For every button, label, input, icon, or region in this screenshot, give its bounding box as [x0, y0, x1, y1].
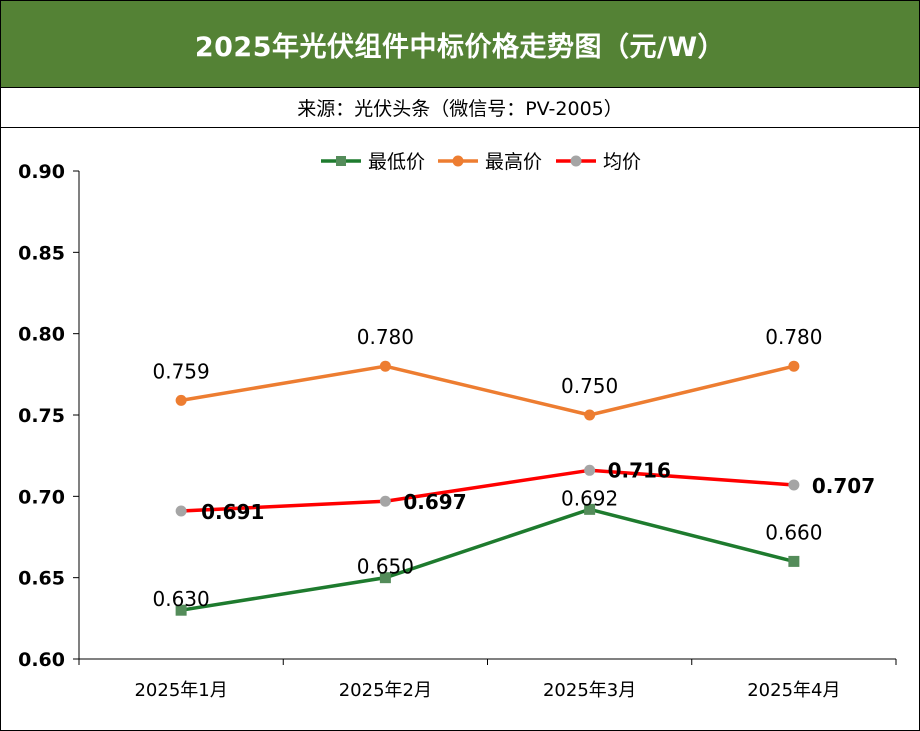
y-tick-label: 0.70: [18, 486, 65, 508]
series-min-data-label: 0.660: [765, 520, 822, 544]
x-axis: 2025年1月 2025年2月 2025年3月 2025年4月: [78, 658, 897, 701]
series-avg-legend-marker: [570, 155, 582, 167]
chart-source: 来源：光伏头条（微信号：PV-2005）: [1, 88, 919, 128]
series-avg-point: [788, 479, 800, 491]
series-max-legend-marker: [452, 155, 464, 167]
x-tick-label: 2025年1月: [134, 680, 227, 701]
y-tick-label: 0.60: [18, 649, 65, 671]
series-avg-line: [181, 468, 795, 513]
series-max-data-label: 0.780: [765, 325, 822, 349]
series-avg-legend-label: 均价: [603, 151, 641, 173]
series-min-legend-marker: [336, 156, 346, 166]
y-tick-label: 0.65: [18, 568, 65, 590]
series-avg-data-label: 0.707: [812, 474, 875, 498]
series-max-data-label: 0.780: [357, 325, 414, 349]
series-min-line: [180, 507, 795, 612]
x-tick-label: 2025年4月: [747, 680, 840, 701]
series-max-point: [379, 360, 391, 372]
series-max-data-label: 0.750: [561, 374, 618, 398]
series-min-point: [379, 572, 391, 584]
series-max-point: [584, 409, 596, 421]
series-min-data-label: 0.650: [357, 555, 414, 579]
series-avg-point: [379, 495, 391, 507]
series-max-line: [180, 364, 795, 417]
y-axis: 0.60 0.65 0.70 0.75 0.80 0.85 0.90: [18, 161, 80, 671]
series-avg-data-label: 0.716: [608, 458, 671, 482]
series-min-point: [788, 555, 800, 567]
x-tick-label: 2025年3月: [543, 680, 636, 701]
y-tick-label: 0.90: [18, 161, 65, 183]
series-max-data-label: 0.759: [152, 359, 209, 383]
series-min-point: [584, 503, 596, 515]
series-avg-point: [175, 505, 187, 517]
legend: 最低价 最高价 均价: [321, 151, 641, 173]
series-min-legend-label: 最低价: [368, 151, 425, 173]
y-tick-label: 0.85: [18, 242, 65, 264]
series-avg-point: [584, 464, 596, 476]
series-max-legend-label: 最高价: [485, 151, 542, 173]
series-layer: [175, 360, 800, 616]
series-avg-data-label: 0.697: [403, 490, 466, 514]
data-labels: 0.630 0.650 0.692 0.660 0.759 0.780 0.750 0.780…: [152, 325, 875, 611]
y-tick-label: 0.75: [18, 405, 65, 427]
x-tick-label: 2025年2月: [339, 680, 432, 701]
line-chart: 0.600.650.700.750.800.850.90 2025年1月 2025…: [18, 151, 897, 701]
series-min-data-label: 0.692: [561, 486, 618, 510]
series-avg-data-label: 0.691: [201, 500, 264, 524]
series-min-data-label: 0.630: [152, 587, 209, 611]
y-tick-label: 0.80: [18, 324, 65, 346]
series-max-point: [788, 360, 800, 372]
chart-title: 2025年光伏组件中标价格走势图（元/W）: [1, 1, 919, 88]
series-max-point: [175, 394, 187, 406]
series-min-point: [175, 604, 187, 616]
